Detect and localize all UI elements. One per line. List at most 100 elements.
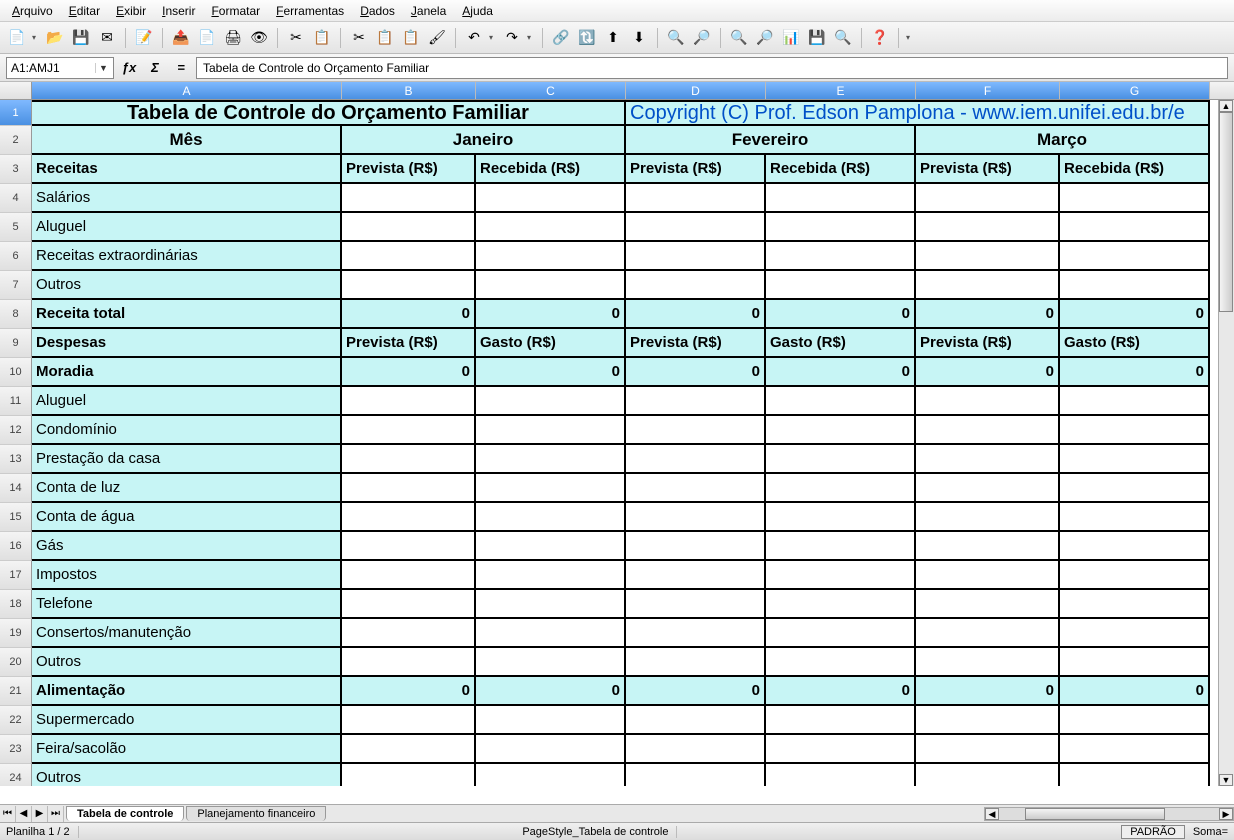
cell[interactable] — [916, 503, 1060, 532]
cell[interactable] — [916, 735, 1060, 764]
cell[interactable] — [626, 532, 766, 561]
cell[interactable]: Tabela de Controle do Orçamento Familiar — [32, 100, 626, 126]
cell[interactable]: Prevista (R$) — [916, 329, 1060, 358]
name-box[interactable]: ▼ — [6, 57, 114, 79]
cell[interactable] — [1060, 416, 1210, 445]
cell[interactable]: Março — [916, 126, 1210, 155]
cell[interactable]: Conta de luz — [32, 474, 342, 503]
cell[interactable] — [342, 619, 476, 648]
cell[interactable] — [766, 474, 916, 503]
cell[interactable] — [626, 416, 766, 445]
dropdown-icon[interactable]: ▾ — [906, 33, 914, 42]
hscroll-thumb[interactable] — [1025, 808, 1165, 820]
cell[interactable] — [916, 184, 1060, 213]
row-header[interactable]: 9 — [0, 329, 32, 358]
row-header[interactable]: 16 — [0, 532, 32, 561]
cell[interactable] — [766, 590, 916, 619]
cell[interactable] — [766, 561, 916, 590]
cell[interactable] — [626, 503, 766, 532]
row-header[interactable]: 3 — [0, 155, 32, 184]
scroll-down-icon[interactable]: ▼ — [1219, 774, 1233, 786]
row-header[interactable]: 4 — [0, 184, 32, 213]
scroll-right-icon[interactable]: ▶ — [1219, 808, 1233, 820]
cell[interactable]: 0 — [1060, 677, 1210, 706]
toolbar-button[interactable]: 📋 — [374, 27, 396, 49]
cell[interactable]: Outros — [32, 764, 342, 786]
scroll-up-icon[interactable]: ▲ — [1219, 100, 1233, 112]
cell[interactable] — [342, 503, 476, 532]
cell[interactable] — [766, 503, 916, 532]
toolbar-button[interactable]: 🔍 — [832, 27, 854, 49]
toolbar-button[interactable]: 🔗 — [550, 27, 572, 49]
cell[interactable] — [1060, 590, 1210, 619]
cell[interactable] — [476, 735, 626, 764]
cell[interactable] — [1060, 532, 1210, 561]
toolbar-button[interactable]: ⬇ — [628, 27, 650, 49]
first-sheet-icon[interactable]: ⏮ — [0, 806, 16, 822]
cell[interactable]: 0 — [342, 300, 476, 329]
cell[interactable] — [476, 706, 626, 735]
cell[interactable]: Consertos/manutenção — [32, 619, 342, 648]
cell[interactable] — [916, 387, 1060, 416]
cell[interactable] — [916, 706, 1060, 735]
toolbar-button[interactable]: 🔍 — [728, 27, 750, 49]
cell[interactable] — [626, 706, 766, 735]
cell[interactable] — [476, 387, 626, 416]
cell[interactable]: 0 — [476, 677, 626, 706]
status-mode-button[interactable]: PADRÃO — [1121, 825, 1185, 839]
scroll-thumb[interactable] — [1219, 112, 1233, 312]
cell[interactable]: Janeiro — [342, 126, 626, 155]
sheet-tab-active[interactable]: Tabela de controle — [66, 806, 184, 821]
next-sheet-icon[interactable]: ▶ — [32, 806, 48, 822]
row-header[interactable]: 7 — [0, 271, 32, 300]
cell[interactable]: 0 — [766, 677, 916, 706]
row-header[interactable]: 15 — [0, 503, 32, 532]
menu-editar[interactable]: Editar — [61, 2, 108, 20]
row-header[interactable]: 11 — [0, 387, 32, 416]
dropdown-icon[interactable]: ▾ — [32, 33, 40, 42]
toolbar-button[interactable]: 👁 — [248, 27, 270, 49]
toolbar-button[interactable]: 📄 — [6, 27, 28, 49]
cell[interactable]: 0 — [626, 677, 766, 706]
cell[interactable]: 0 — [1060, 300, 1210, 329]
row-header[interactable]: 23 — [0, 735, 32, 764]
cell[interactable] — [476, 445, 626, 474]
col-header-c[interactable]: C — [476, 82, 626, 99]
cell[interactable]: 0 — [476, 300, 626, 329]
row-header[interactable]: 14 — [0, 474, 32, 503]
cell[interactable] — [916, 445, 1060, 474]
cell[interactable] — [766, 532, 916, 561]
cell[interactable] — [626, 648, 766, 677]
col-header-b[interactable]: B — [342, 82, 476, 99]
toolbar-button[interactable]: 📋 — [311, 27, 333, 49]
row-header[interactable]: 10 — [0, 358, 32, 387]
cell[interactable] — [916, 474, 1060, 503]
cell[interactable] — [626, 271, 766, 300]
cell[interactable]: Prevista (R$) — [342, 155, 476, 184]
row-header[interactable]: 1 — [0, 100, 32, 126]
cell[interactable] — [766, 735, 916, 764]
cell[interactable] — [1060, 764, 1210, 786]
cell[interactable] — [476, 648, 626, 677]
col-header-d[interactable]: D — [626, 82, 766, 99]
cell[interactable]: Receitas — [32, 155, 342, 184]
toolbar-button[interactable]: 🔃 — [576, 27, 598, 49]
cell[interactable] — [626, 445, 766, 474]
cell[interactable]: Receita total — [32, 300, 342, 329]
cell[interactable]: Salários — [32, 184, 342, 213]
row-header[interactable]: 18 — [0, 590, 32, 619]
cell[interactable]: Outros — [32, 271, 342, 300]
cell[interactable] — [1060, 474, 1210, 503]
toolbar-button[interactable]: ⬆ — [602, 27, 624, 49]
toolbar-button[interactable]: 🖌 — [426, 27, 448, 49]
name-box-input[interactable] — [7, 61, 95, 75]
cell[interactable]: Recebida (R$) — [476, 155, 626, 184]
cell[interactable] — [476, 271, 626, 300]
cell[interactable] — [342, 242, 476, 271]
cell[interactable] — [626, 735, 766, 764]
cell[interactable] — [342, 590, 476, 619]
toolbar-button[interactable]: 📄 — [196, 27, 218, 49]
cell[interactable]: Gás — [32, 532, 342, 561]
menu-dados[interactable]: Dados — [352, 2, 403, 20]
cell[interactable] — [766, 242, 916, 271]
